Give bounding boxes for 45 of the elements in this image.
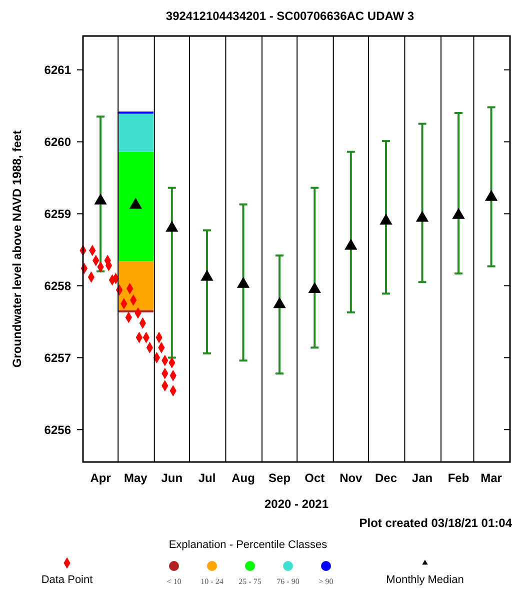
text: Plot created 03/18/21 01:04 bbox=[359, 516, 512, 530]
legend-label: Monthly Median bbox=[386, 574, 464, 586]
point bbox=[452, 208, 465, 219]
x-tick-label: Feb bbox=[448, 471, 470, 485]
x-tick-label: Oct bbox=[304, 471, 325, 485]
x-tick-label: May bbox=[124, 471, 148, 485]
y-tick-label: 6261 bbox=[44, 63, 72, 78]
y-tick-label: 6259 bbox=[44, 206, 72, 221]
point bbox=[273, 297, 286, 308]
legend-label: > 90 bbox=[318, 577, 334, 586]
x-tick-label: Jun bbox=[161, 471, 183, 485]
x-tick-label: Apr bbox=[90, 471, 112, 485]
point bbox=[94, 193, 107, 204]
x-tick-label: Dec bbox=[374, 471, 398, 485]
y-tick-label: 6258 bbox=[44, 278, 72, 293]
legend-label: 76 - 90 bbox=[276, 577, 300, 586]
point bbox=[484, 190, 498, 201]
legend-label: 10 - 24 bbox=[200, 577, 224, 586]
point bbox=[416, 210, 429, 222]
x-tick-label: Nov bbox=[340, 471, 363, 485]
x-tick-label: Jul bbox=[198, 471, 216, 485]
x-tick-label: Jan bbox=[412, 471, 433, 485]
y-tick-label: 6256 bbox=[44, 422, 72, 437]
bar bbox=[118, 152, 154, 262]
x-tick-label: Aug bbox=[232, 471, 255, 485]
point bbox=[129, 198, 142, 209]
point bbox=[166, 220, 178, 232]
legend-label: < 10 bbox=[166, 577, 182, 586]
y-tick-label: 6257 bbox=[44, 350, 72, 365]
bar bbox=[118, 261, 154, 310]
x-tick-label: Mar bbox=[480, 471, 502, 485]
point bbox=[200, 270, 214, 281]
y-tick-label: 6260 bbox=[44, 134, 72, 149]
chart-title: 392412104434201 - SC00706636AC UDAW 3 bbox=[166, 9, 414, 23]
point bbox=[236, 276, 250, 288]
x-axis-title: 2020 - 2021 bbox=[264, 497, 329, 511]
point bbox=[380, 214, 392, 225]
y-axis-title: Groundwater level above NAVD 1988, feet bbox=[10, 130, 24, 368]
point bbox=[308, 282, 321, 293]
legend-title: Explanation - Percentile Classes bbox=[168, 539, 328, 551]
point bbox=[344, 238, 358, 250]
legend-label: 25 - 75 bbox=[238, 577, 262, 586]
bar bbox=[118, 114, 154, 152]
x-tick-label: Sep bbox=[268, 471, 291, 485]
legend-label: Data Point bbox=[41, 574, 93, 586]
